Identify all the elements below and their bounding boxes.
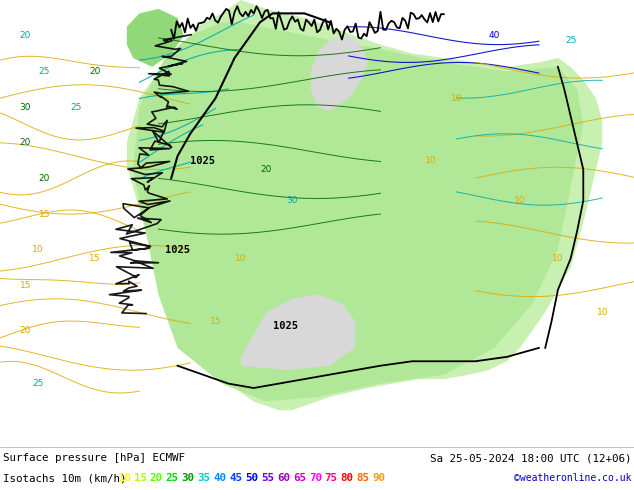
Text: 15: 15 bbox=[210, 317, 221, 326]
Text: 25: 25 bbox=[70, 102, 82, 112]
Polygon shape bbox=[127, 9, 184, 67]
Text: 10: 10 bbox=[597, 308, 608, 317]
Text: 80: 80 bbox=[340, 473, 354, 483]
Text: 15: 15 bbox=[134, 473, 147, 483]
Text: 45: 45 bbox=[230, 473, 242, 483]
Text: 20: 20 bbox=[39, 174, 50, 183]
Text: 25: 25 bbox=[32, 379, 44, 388]
Text: 15: 15 bbox=[39, 210, 50, 219]
Text: 20: 20 bbox=[261, 165, 272, 174]
Text: 10: 10 bbox=[451, 94, 462, 102]
Polygon shape bbox=[127, 0, 602, 410]
Text: 25: 25 bbox=[165, 473, 179, 483]
Text: 35: 35 bbox=[198, 473, 210, 483]
Text: 65: 65 bbox=[293, 473, 306, 483]
Text: 10: 10 bbox=[235, 254, 247, 263]
Text: ©weatheronline.co.uk: ©weatheronline.co.uk bbox=[514, 473, 631, 483]
Text: 1025: 1025 bbox=[165, 245, 190, 255]
Text: Surface pressure [hPa] ECMWF: Surface pressure [hPa] ECMWF bbox=[3, 453, 185, 464]
Text: Sa 25-05-2024 18:00 UTC (12+06): Sa 25-05-2024 18:00 UTC (12+06) bbox=[429, 453, 631, 464]
Text: 70: 70 bbox=[309, 473, 322, 483]
Text: 30: 30 bbox=[181, 473, 195, 483]
Text: Isotachs 10m (km/h): Isotachs 10m (km/h) bbox=[3, 473, 127, 483]
Polygon shape bbox=[133, 23, 583, 401]
Polygon shape bbox=[241, 294, 355, 370]
Text: 85: 85 bbox=[356, 473, 370, 483]
Polygon shape bbox=[311, 36, 368, 112]
Text: 10: 10 bbox=[118, 473, 131, 483]
Text: 1025: 1025 bbox=[190, 155, 216, 166]
Text: 90: 90 bbox=[372, 473, 385, 483]
Text: 10: 10 bbox=[514, 196, 526, 205]
Text: 55: 55 bbox=[261, 473, 274, 483]
Text: 10: 10 bbox=[425, 156, 437, 165]
Text: 20: 20 bbox=[20, 325, 31, 335]
Text: 20: 20 bbox=[20, 31, 31, 40]
Text: 60: 60 bbox=[277, 473, 290, 483]
Text: 50: 50 bbox=[245, 473, 258, 483]
Text: 20: 20 bbox=[20, 138, 31, 147]
Text: 25: 25 bbox=[565, 36, 576, 45]
Text: 40: 40 bbox=[489, 31, 500, 40]
Text: 25: 25 bbox=[39, 67, 50, 76]
Text: 1025: 1025 bbox=[273, 320, 298, 331]
Text: 40: 40 bbox=[214, 473, 226, 483]
Text: 75: 75 bbox=[325, 473, 338, 483]
Text: 20: 20 bbox=[89, 67, 101, 76]
Text: 30: 30 bbox=[20, 102, 31, 112]
Text: 10: 10 bbox=[552, 254, 564, 263]
Text: 30: 30 bbox=[286, 196, 297, 205]
Text: 15: 15 bbox=[20, 281, 31, 290]
Text: 20: 20 bbox=[150, 473, 163, 483]
Text: 15: 15 bbox=[89, 254, 101, 263]
Text: 10: 10 bbox=[32, 245, 44, 254]
